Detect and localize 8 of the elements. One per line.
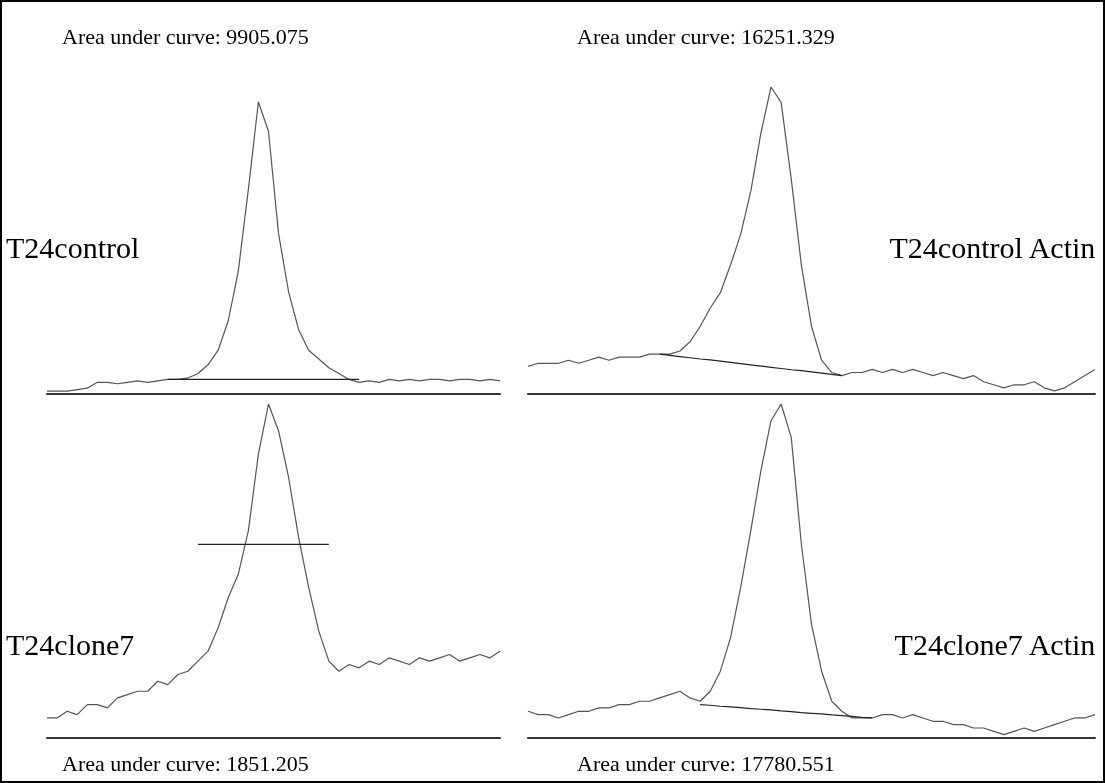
- chart-title: Area under curve: 9905.075: [62, 23, 309, 49]
- chart-title: Area under curve: 16251.329: [577, 23, 835, 49]
- text: Area under curve: 1851.205: [62, 750, 309, 776]
- annotation: T24clone7 Actin: [894, 627, 1096, 661]
- annotation: T24control: [6, 230, 140, 264]
- annotation: T24clone7: [6, 627, 135, 661]
- annotation: T24control Actin: [889, 230, 1096, 264]
- text: Area under curve: 17780.551: [577, 750, 835, 776]
